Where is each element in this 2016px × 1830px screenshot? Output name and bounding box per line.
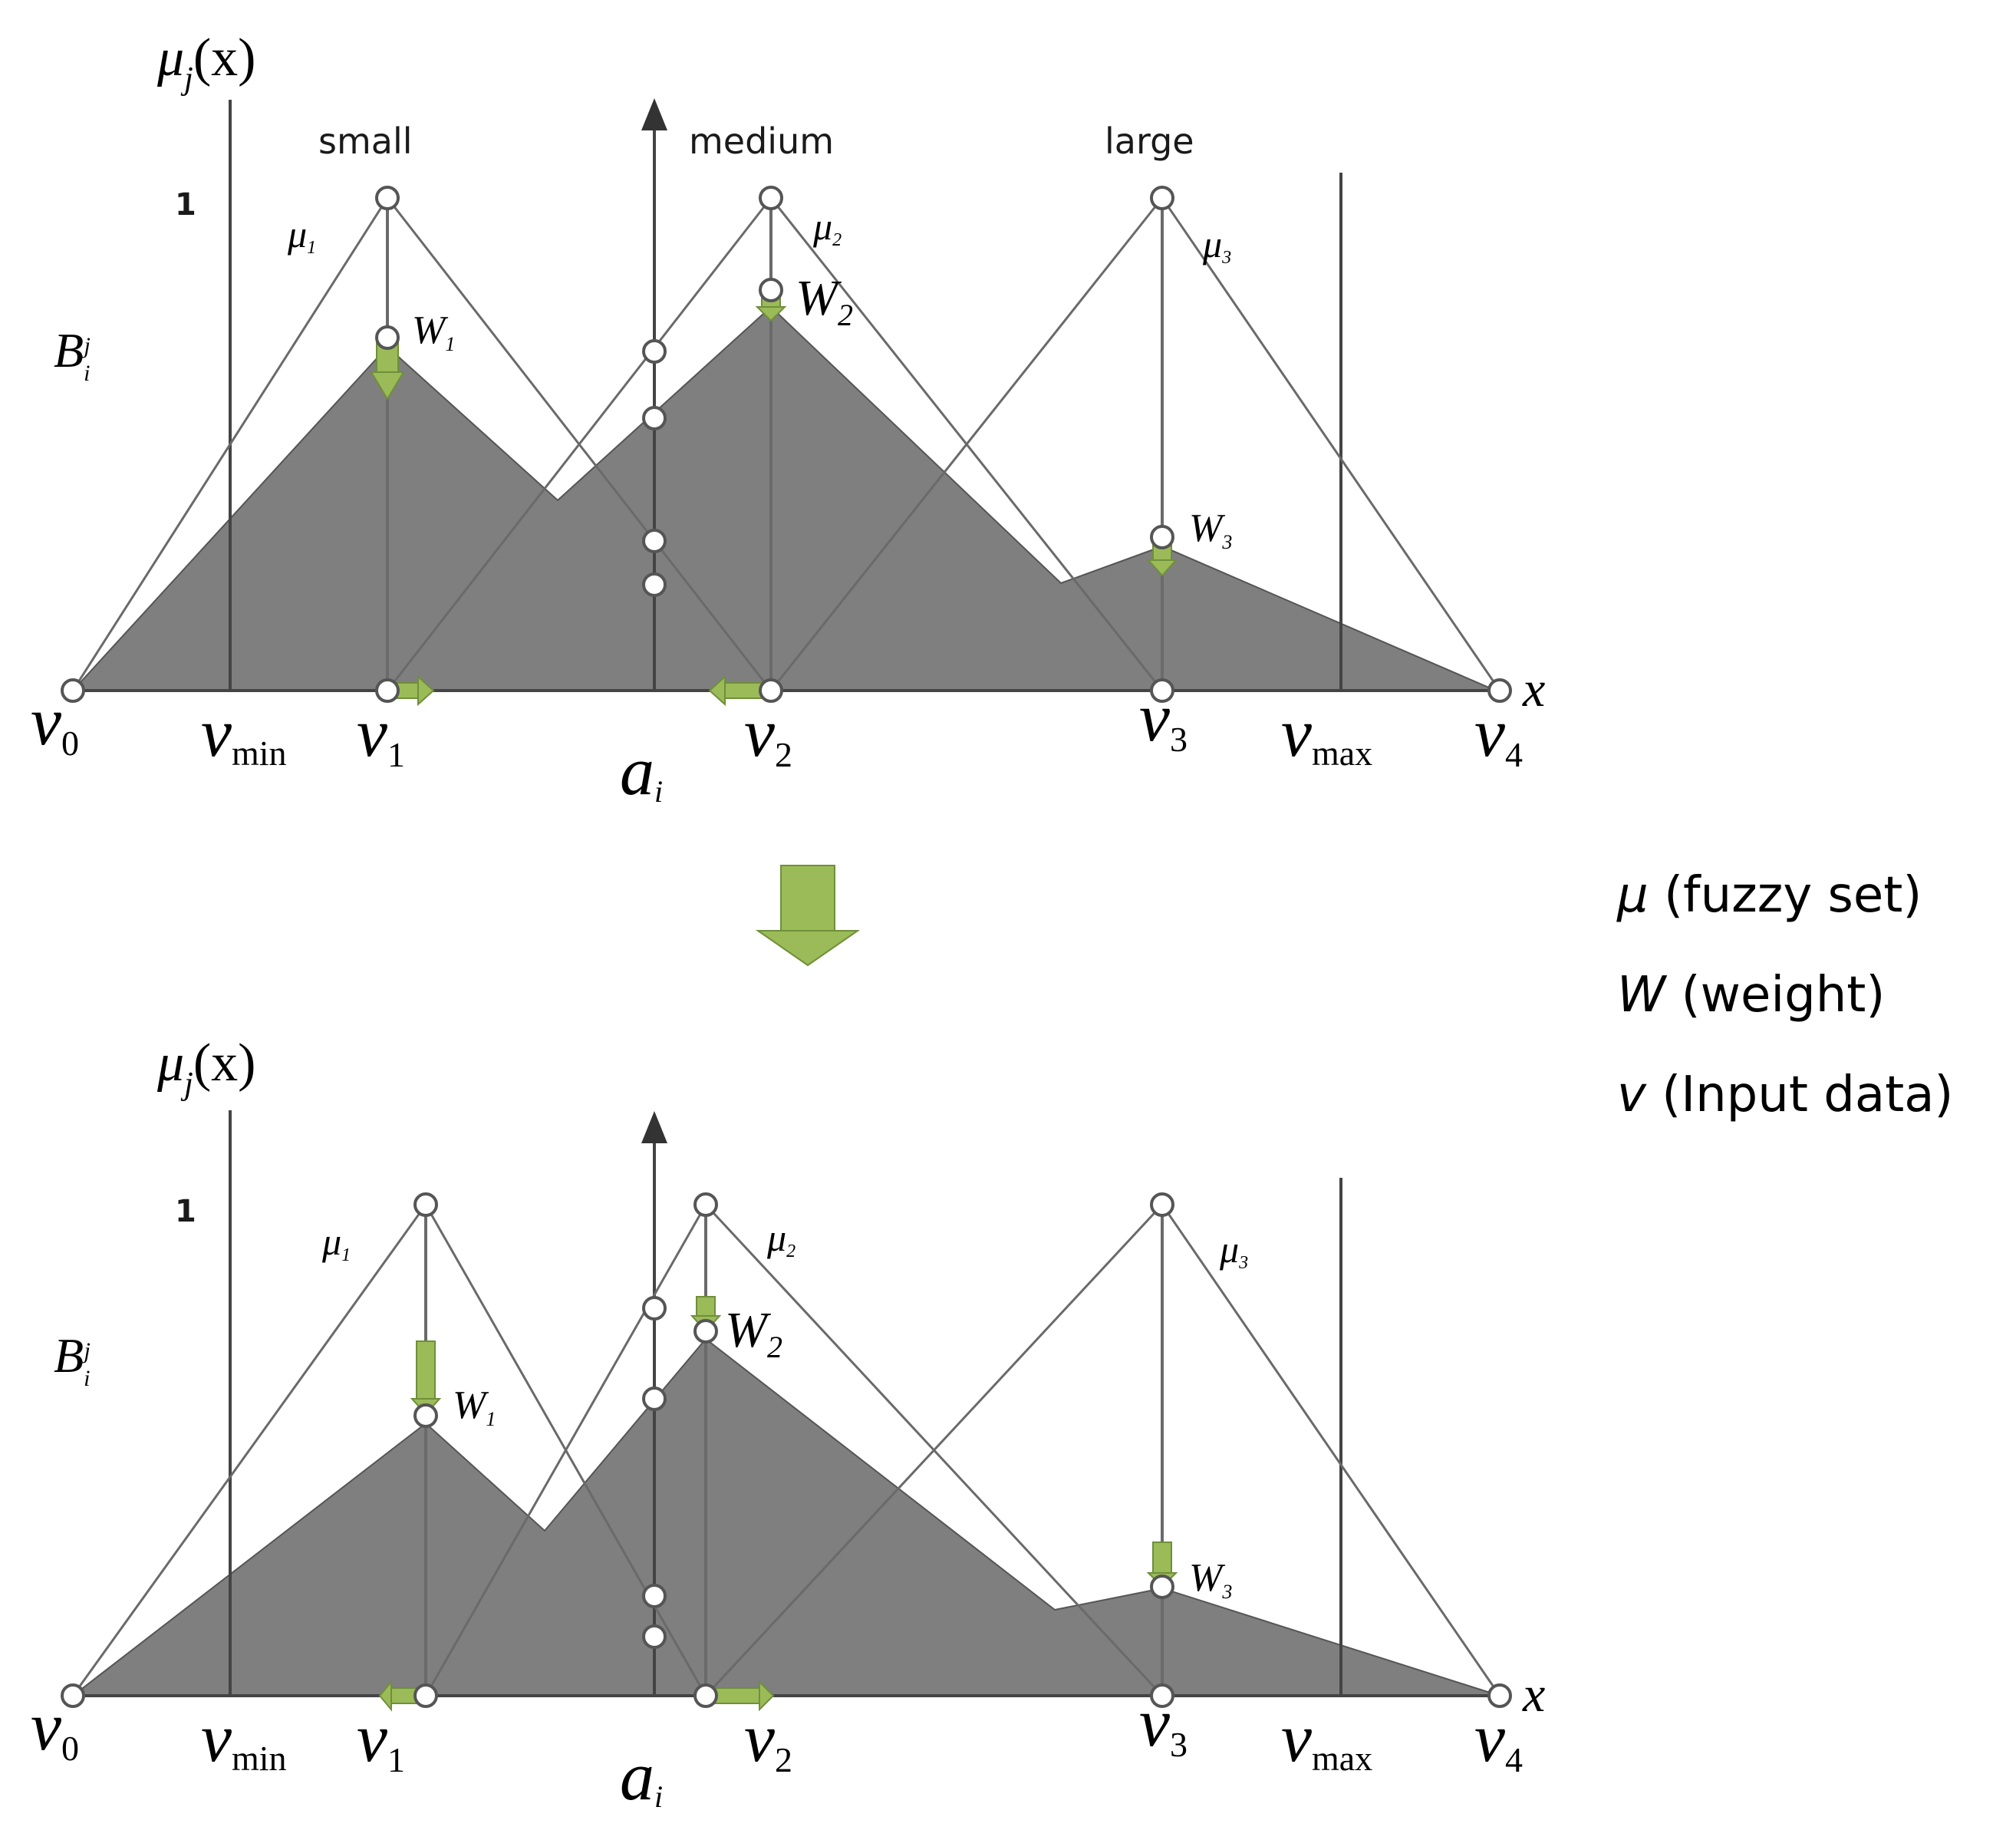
mu3-label-2: μ3 [1219,1228,1248,1273]
w3-label-2: W3 [1189,1556,1232,1603]
node-ai-4 [642,572,667,597]
b-label: Bij [54,323,91,386]
svg-text:vmin: vmin [201,1700,287,1778]
set-label-large: large [1105,120,1194,162]
bottom-panel: μj(x) 1 Bij μ1 μ2 μ3 W1 W2 W3 x ai v0 vm… [31,1034,1545,1815]
node2-w3 [1150,1574,1174,1599]
w2-label: W2 [796,270,853,332]
node2-v3 [1150,1683,1174,1708]
node-w1 [375,325,400,350]
node-peak-mu2 [759,186,783,210]
ai-arrowhead-2 [641,1111,667,1143]
svg-text:v1: v1 [357,1700,405,1779]
node-v1 [375,678,400,703]
node2-w2 [693,1319,718,1344]
b-label-2: Bij [54,1328,91,1391]
legend-item-weight: W (weight) [1617,967,1885,1024]
legend-text-input-data: (Input data) [1645,1067,1954,1123]
aggregated-output-area [71,305,1497,691]
ai-label: ai [620,734,663,809]
w1-arrow-2 [410,1340,442,1416]
node2-peak-mu3 [1150,1192,1174,1217]
aggregated-output-area-2 [71,1337,1500,1696]
svg-text:v0: v0 [31,1689,79,1768]
legend-symbol-mu: μ [1617,867,1649,924]
node2-v2 [693,1683,718,1708]
one-label-2: 1 [175,1194,196,1229]
ai-arrowhead [641,98,667,130]
y-axis-label-2: μj(x) [156,1034,255,1102]
svg-text:v3: v3 [1139,680,1188,759]
svg-text:vmin: vmin [201,695,287,773]
svg-text:vmax: vmax [1281,695,1372,773]
w1-label-2: W1 [453,1383,496,1430]
svg-text:v4: v4 [1474,1700,1523,1779]
y-axis-label: μj(x) [156,28,255,97]
node-peak-mu1 [375,186,400,210]
node-v4 [1487,678,1512,703]
legend-item-fuzzy-set: μ (fuzzy set) [1617,867,1922,924]
node2-v0 [61,1683,85,1708]
node2-peak-mu2 [693,1192,718,1217]
v-labels-top: v0 vmin v1 v2 v3 vmax v4 [31,680,1523,774]
set-label-medium: medium [689,120,834,162]
w2-label-2: W2 [725,1302,782,1364]
mu3-label: μ3 [1202,223,1231,268]
node-peak-mu3 [1150,186,1174,210]
node2-ai-1 [642,1296,667,1321]
node2-ai-2 [642,1387,667,1411]
legend-symbol-v: v [1617,1067,1646,1123]
w3-label: W3 [1189,506,1232,553]
svg-text:v3: v3 [1139,1685,1188,1764]
top-panel: μj(x) 1 Bij small medium large μ1 μ2 μ3 … [31,28,1545,809]
svg-text:v2: v2 [744,1700,792,1779]
node-ai-1 [642,339,667,364]
v-labels-bottom: v0 vmin v1 v2 v3 vmax v4 [31,1685,1523,1779]
transition-arrow [755,865,861,967]
x-label: x [1522,661,1545,717]
node2-v4 [1487,1683,1512,1708]
svg-text:vmax: vmax [1281,1700,1372,1778]
node-v0 [61,678,85,703]
svg-text:v2: v2 [744,695,792,774]
ai-label-2: ai [620,1739,663,1815]
node-ai-3 [642,529,667,553]
node-w2 [759,278,783,302]
node-ai-2 [642,406,667,430]
svg-text:v0: v0 [31,684,79,763]
node-v3 [1150,678,1174,703]
legend-item-input-data: v (Input data) [1617,1067,1953,1123]
x-label-2: x [1522,1667,1545,1723]
w1-label: W1 [412,308,455,355]
mu1-label-2: μ1 [321,1220,351,1265]
mu1-label: μ1 [287,213,316,258]
legend-text-weight: (weight) [1665,967,1886,1024]
set-label-small: small [318,120,413,162]
node2-ai-3 [642,1584,667,1608]
node-v2 [759,678,783,703]
svg-text:v1: v1 [357,695,405,774]
mu2-label-2: μ2 [766,1216,796,1261]
legend-symbol-w: W [1617,967,1666,1024]
node2-peak-mu1 [413,1192,438,1217]
w3-arrow-2 [1146,1541,1178,1588]
legend-text-fuzzy-set: (fuzzy set) [1648,867,1922,924]
mu2-label: μ2 [812,205,842,250]
node2-ai-4 [642,1624,667,1649]
node2-v1 [413,1683,438,1708]
svg-text:v4: v4 [1474,695,1523,774]
node-w3 [1150,525,1174,549]
one-label: 1 [175,187,196,223]
node2-w1 [413,1403,438,1428]
